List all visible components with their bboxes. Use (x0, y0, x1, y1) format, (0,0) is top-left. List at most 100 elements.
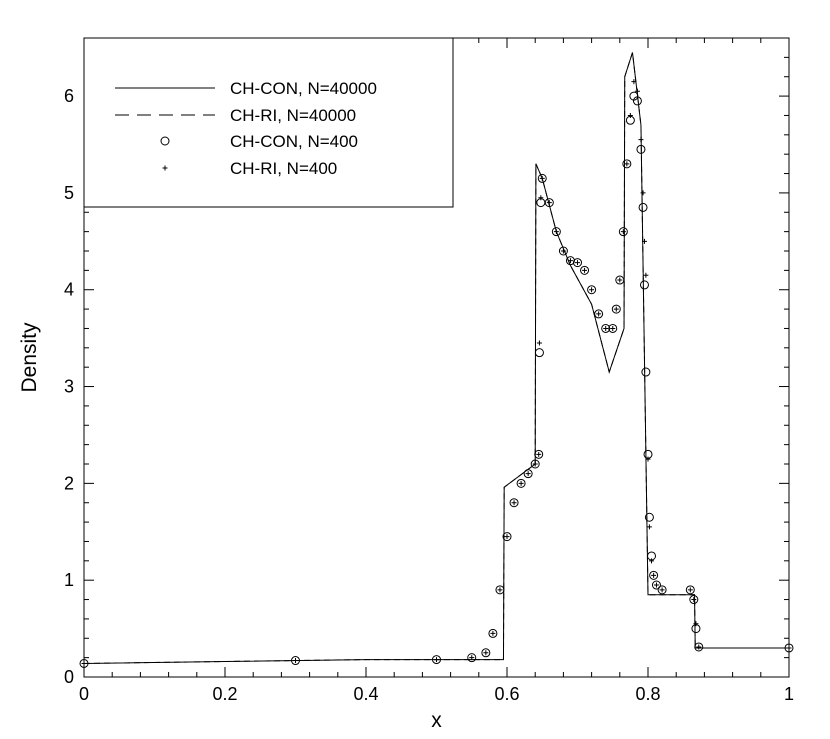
circle-marker (649, 570, 659, 580)
circle-marker (551, 227, 561, 237)
circle-marker (651, 580, 661, 590)
plus-marker (645, 456, 651, 462)
legend-label: CH-CON, N=400 (230, 132, 358, 151)
y-tick-label: 4 (64, 280, 74, 300)
plus-marker (575, 260, 580, 266)
circle-marker (644, 512, 654, 522)
circle-marker (611, 304, 621, 314)
circle-marker (467, 653, 477, 663)
dashed-series-line (83, 52, 789, 664)
circle-marker (530, 459, 540, 469)
x-tick-label: 0.4 (353, 684, 378, 704)
legend-swatch-plus (162, 165, 168, 171)
plus-marker (497, 587, 503, 593)
circle-marker (587, 285, 597, 295)
plus-marker (525, 471, 531, 477)
legend-label: CH-CON, N=40000 (230, 79, 377, 98)
plus-marker (634, 88, 640, 94)
x-tick-label: 0.6 (494, 684, 519, 704)
circle-marker (689, 595, 699, 605)
circle-marker (502, 532, 512, 542)
circle-marker (694, 642, 704, 652)
y-tick-label: 1 (64, 570, 74, 590)
plus-marker (546, 200, 552, 206)
y-axis-label: Density (18, 322, 41, 393)
x-tick-label: 0 (79, 684, 89, 704)
circle-marker (580, 265, 590, 275)
circle-marker (544, 198, 554, 208)
circle-marker (657, 585, 667, 595)
circle-marker (618, 227, 628, 237)
circle-marker (608, 323, 618, 333)
plus-marker (603, 325, 609, 331)
plus-marker (536, 451, 542, 457)
plus-marker (582, 267, 588, 273)
circle-marker (537, 173, 547, 183)
circle-marker (565, 256, 575, 266)
circle-marker (641, 367, 651, 377)
plus-marker (659, 587, 665, 593)
y-tick-label: 3 (64, 377, 74, 397)
plus-marker (536, 340, 542, 346)
circle-marker (594, 309, 604, 319)
plus-marker (490, 630, 496, 636)
legend-label: CH-RI, N=400 (230, 159, 337, 178)
circle-marker (601, 323, 611, 333)
plus-marker (691, 597, 697, 603)
circle-marker (639, 280, 649, 290)
plus-marker (293, 658, 298, 664)
plus-marker (596, 311, 602, 317)
y-tick-label: 0 (64, 667, 74, 687)
circle-marker (523, 469, 533, 479)
plus-marker (539, 175, 545, 181)
plus-marker (511, 500, 517, 506)
plus-marker (651, 572, 657, 578)
plus-marker (610, 325, 616, 331)
plus-marker (613, 306, 619, 312)
plus-marker (567, 258, 573, 264)
legend-label: CH-RI, N=40000 (230, 106, 356, 125)
circle-marker (615, 275, 625, 285)
x-tick-label: 0.2 (212, 684, 237, 704)
plus-marker (538, 195, 544, 201)
plot-area (79, 52, 794, 668)
legend: CH-CON, N=40000 CH-RI, N=40000 CH-CON, N=4… (83, 37, 454, 208)
circle-marker (488, 628, 498, 638)
circle-marker (481, 648, 491, 658)
y-tick-label: 6 (64, 86, 74, 106)
plus-marker (532, 461, 538, 467)
plus-marker (617, 277, 623, 283)
legend-box (83, 37, 454, 208)
plus-marker (638, 137, 644, 143)
plus-marker (483, 650, 489, 656)
plus-marker (560, 248, 566, 254)
plus-marker (589, 287, 595, 293)
plus-marker (696, 644, 702, 650)
circle-marker (622, 159, 632, 169)
circle-marker (558, 246, 568, 256)
plus-marker (620, 229, 626, 235)
plus-marker (553, 229, 559, 235)
plus-marker (653, 582, 659, 588)
plus-marker (640, 190, 646, 196)
legend-swatch-circle (160, 136, 170, 146)
circle-marker (636, 144, 646, 154)
x-axis-label: x (431, 709, 442, 732)
plus-marker (641, 238, 647, 244)
circle-marker (632, 96, 642, 106)
series-3 (81, 79, 792, 666)
plus-marker (434, 657, 439, 663)
circle-marker (495, 585, 505, 595)
plus-marker (504, 534, 510, 540)
circle-marker (516, 478, 526, 488)
circle-marker (509, 498, 519, 508)
plus-marker (693, 621, 699, 627)
plus-marker (627, 112, 633, 118)
plus-marker (643, 272, 649, 278)
plus-marker (631, 79, 637, 85)
plus-marker (469, 655, 475, 661)
plus-marker (646, 524, 652, 530)
series-2 (79, 91, 794, 668)
plus-marker (518, 480, 524, 486)
